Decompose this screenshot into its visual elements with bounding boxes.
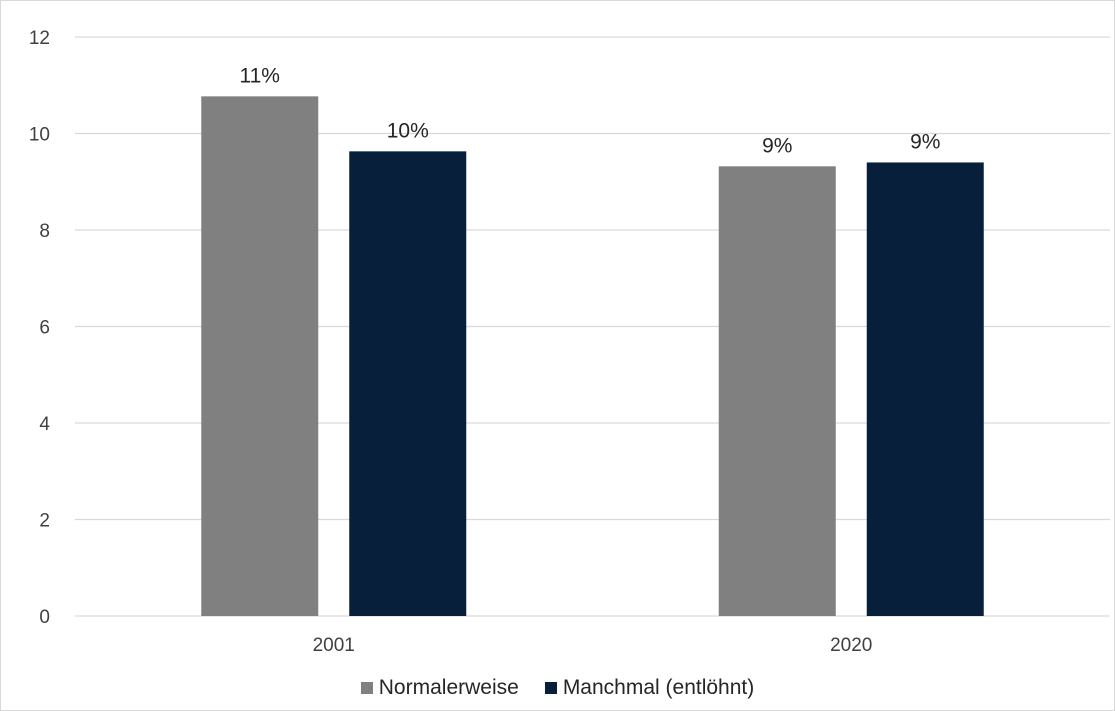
legend-item-normalerweise: Normalerweise [360, 676, 519, 700]
y-axis-ticks: 0 2 4 6 8 10 12 [29, 28, 51, 628]
y-tick-label: 2 [39, 511, 50, 532]
bars [201, 96, 984, 617]
legend: Normalerweise Manchmal (entlöhnt) [0, 676, 1115, 700]
y-tick-label: 0 [39, 607, 50, 628]
bar-2020-series-2 [866, 162, 984, 616]
y-tick-label: 10 [29, 125, 50, 146]
y-tick-label: 6 [39, 318, 50, 339]
bar-2020-series-1 [718, 166, 836, 616]
data-label: 10% [387, 119, 429, 142]
legend-swatch-manchmal [544, 682, 557, 694]
legend-label-normalerweise: Normalerweise [378, 676, 519, 699]
y-tick-label: 4 [39, 414, 50, 435]
legend-label-manchmal: Manchmal (entlöhnt) [562, 676, 755, 699]
legend-item-manchmal: Manchmal (entlöhnt) [544, 676, 755, 700]
bar-2001-series-2 [349, 151, 467, 617]
data-labels: 11% 10% 9% 9% [240, 64, 941, 157]
x-axis-ticks: 2001 2020 [313, 635, 873, 656]
y-tick-label: 12 [29, 28, 50, 49]
data-label: 9% [762, 134, 792, 157]
bar-2001-series-1 [201, 96, 319, 616]
y-tick-label: 8 [39, 221, 50, 242]
data-label: 11% [240, 64, 280, 87]
x-tick-label: 2020 [830, 635, 872, 656]
data-label: 9% [910, 130, 940, 153]
x-tick-label: 2001 [313, 635, 355, 656]
legend-swatch-normalerweise [360, 682, 373, 694]
